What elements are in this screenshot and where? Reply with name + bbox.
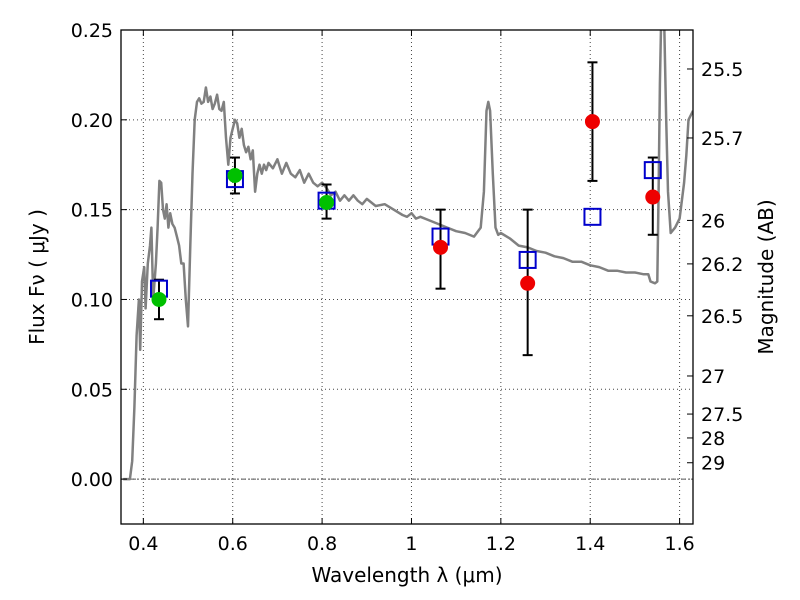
x-axis-label: Wavelength λ (μm) [311, 563, 502, 587]
y-tick-label: 0.15 [71, 200, 113, 222]
model-spectrum-line [123, 30, 693, 481]
right-axis-label: Magnitude (AB) [754, 199, 778, 354]
data-layer [123, 30, 693, 481]
right-tick-label: 27.5 [701, 404, 743, 426]
x-tick-label: 0.8 [307, 533, 337, 555]
right-tick-label: 26 [701, 210, 725, 232]
x-tick-label: 1 [405, 533, 417, 555]
model-photometry-square [643, 161, 662, 180]
green-data-point [319, 194, 335, 210]
right-tick-label: 25.7 [701, 128, 743, 150]
y-tick-label: 0.25 [71, 20, 113, 42]
tick-labels: 0.4 0.6 0.8 1 1.2 1.4 1.6 0.00 0.05 0.10 0.15 0.20 0… [71, 20, 744, 555]
axis-ticks [121, 29, 693, 524]
y-tick-label: 0.05 [71, 379, 113, 401]
right-tick-label: 27 [701, 366, 725, 388]
x-tick-label: 1.2 [486, 533, 516, 555]
right-tick-label: 26.5 [701, 306, 743, 328]
right-tick-label: 25.5 [701, 59, 743, 81]
right-tick-label: 29 [701, 453, 725, 475]
model-photometry-square [583, 207, 602, 226]
red-data-point [520, 275, 536, 291]
y-tick-label: 0.00 [71, 469, 113, 491]
red-data-point [645, 189, 661, 205]
right-tick-label: 26.2 [701, 254, 743, 276]
y-tick-label: 0.10 [71, 289, 113, 311]
y-tick-label: 0.20 [71, 110, 113, 132]
green-data-point [151, 291, 167, 307]
red-data-point [433, 239, 449, 255]
model-photometry-square [518, 250, 537, 269]
x-tick-label: 0.4 [128, 533, 158, 555]
plot-area [121, 30, 693, 524]
x-tick-label: 0.6 [218, 533, 248, 555]
red-data-point [584, 114, 600, 130]
x-tick-label: 1.6 [664, 533, 694, 555]
plot-frame [120, 29, 694, 525]
green-data-point [227, 168, 243, 184]
y-axis-label: Flux Fν ( μJy ) [25, 209, 49, 345]
right-tick-label: 28 [701, 428, 725, 450]
x-tick-label: 1.4 [575, 533, 605, 555]
